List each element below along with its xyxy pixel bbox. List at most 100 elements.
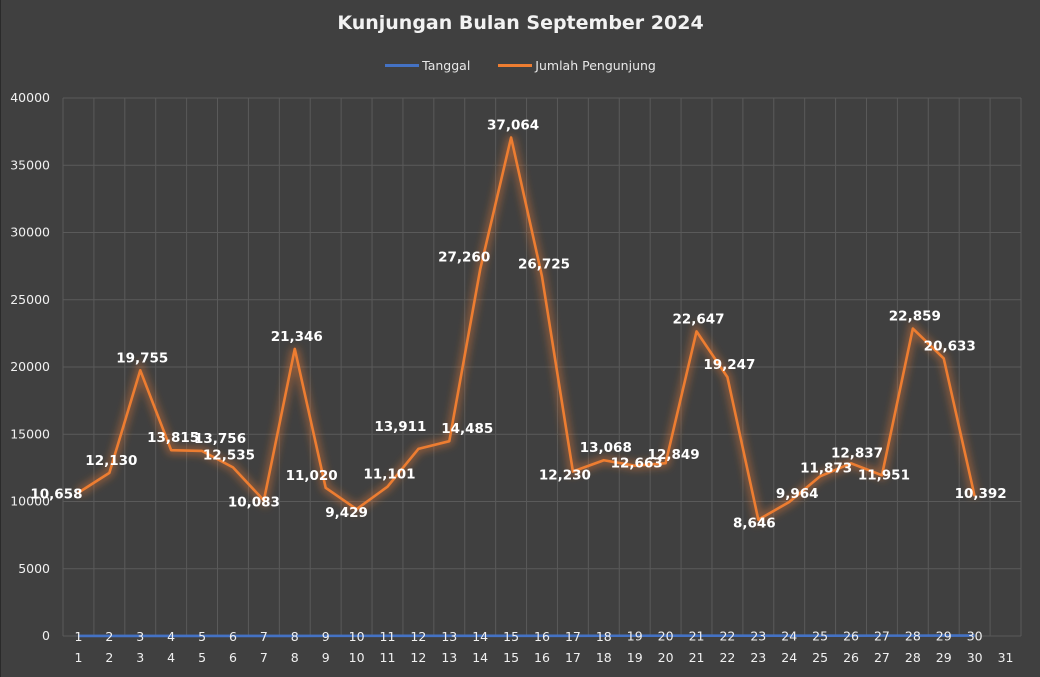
- x-tick-label: 1: [74, 650, 82, 665]
- data-label-pengunjung: 20,633: [924, 338, 976, 354]
- y-tick-label: 40000: [10, 90, 50, 105]
- x-tick-label: 8: [291, 650, 299, 665]
- x-tick-label: 28: [905, 650, 921, 665]
- data-label-pengunjung: 14,485: [441, 421, 493, 437]
- y-tick-label: 35000: [10, 157, 50, 172]
- data-label-pengunjung: 11,951: [858, 467, 910, 483]
- data-label-pengunjung: 22,859: [889, 309, 941, 325]
- data-label-tanggal: 16: [534, 629, 550, 644]
- y-tick-label: 5000: [18, 561, 50, 576]
- legend-item-tanggal[interactable]: Tanggal: [385, 58, 470, 73]
- data-label-pengunjung: 8,646: [733, 516, 776, 532]
- data-label-tanggal: 11: [380, 629, 396, 644]
- x-tick-label: 19: [627, 650, 643, 665]
- data-label-pengunjung: 13,911: [374, 419, 426, 435]
- series-lines: [76, 136, 979, 640]
- x-tick-label: 26: [843, 650, 859, 665]
- data-label-tanggal: 23: [750, 629, 766, 644]
- x-tick-label: 22: [719, 650, 735, 665]
- x-tick-label: 20: [658, 650, 674, 665]
- data-label-pengunjung: 19,755: [116, 350, 168, 366]
- x-tick-label: 31: [998, 650, 1014, 665]
- y-tick-label: 15000: [10, 426, 50, 441]
- data-label-tanggal: 8: [291, 629, 299, 644]
- data-label-tanggal: 3: [136, 629, 144, 644]
- data-label-tanggal: 29: [936, 629, 952, 644]
- data-label-tanggal: 19: [627, 629, 643, 644]
- x-tick-label: 30: [967, 650, 983, 665]
- data-label-tanggal: 1: [74, 629, 82, 644]
- data-label-pengunjung: 10,658: [30, 487, 82, 503]
- data-label-pengunjung: 11,873: [800, 460, 852, 476]
- y-tick-label: 10000: [10, 494, 50, 509]
- data-label-pengunjung: 10,392: [955, 486, 1007, 502]
- data-label-pengunjung: 19,247: [703, 357, 755, 373]
- data-label-pengunjung: 12,837: [831, 445, 883, 461]
- data-label-pengunjung: 12,130: [85, 453, 137, 469]
- data-labels: 1 2 3 4 5 6 7 8 9 10 11 12 13 14 15 16 17 18 19 20 21 22 23 24 2…: [30, 117, 1006, 643]
- x-tick-label: 10: [349, 650, 365, 665]
- data-label-tanggal: 28: [905, 629, 921, 644]
- data-label-pengunjung: 11,101: [363, 467, 415, 483]
- data-label-tanggal: 15: [503, 629, 519, 644]
- legend-item-jumlah-pengunjung[interactable]: Jumlah Pengunjung: [498, 58, 656, 73]
- y-tick-label: 30000: [10, 225, 50, 240]
- data-label-tanggal: 2: [105, 629, 113, 644]
- data-label-tanggal: 6: [229, 629, 237, 644]
- x-tick-label: 11: [380, 650, 396, 665]
- data-label-tanggal: 13: [441, 629, 457, 644]
- x-tick-label: 16: [534, 650, 550, 665]
- data-label-tanggal: 10: [349, 629, 365, 644]
- x-tick-label: 17: [565, 650, 581, 665]
- data-label-tanggal: 14: [472, 629, 488, 644]
- x-tick-label: 13: [441, 650, 457, 665]
- data-label-pengunjung: 9,964: [776, 486, 819, 502]
- x-tick-label: 14: [472, 650, 488, 665]
- data-label-pengunjung: 11,020: [286, 468, 338, 484]
- data-label-pengunjung: 22,647: [672, 311, 724, 327]
- y-tick-label: 0: [42, 628, 50, 643]
- data-label-tanggal: 24: [781, 629, 797, 644]
- x-tick-label: 7: [260, 650, 268, 665]
- data-label-pengunjung: 9,429: [325, 505, 368, 521]
- x-tick-label: 24: [781, 650, 797, 665]
- x-axis: 1 2 3 4 5 6 7 8 9 10 11 12 13 14 15 16 17 18 19 20 21 22 23 24 2…: [74, 650, 1013, 665]
- y-tick-label: 25000: [10, 292, 50, 307]
- data-label-pengunjung: 21,346: [271, 329, 323, 345]
- data-label-tanggal: 12: [410, 629, 426, 644]
- data-label-pengunjung: 13,815: [147, 430, 199, 446]
- data-label-pengunjung: 10,083: [228, 494, 280, 510]
- data-label-tanggal: 22: [719, 629, 735, 644]
- data-label-pengunjung: 26,725: [518, 257, 570, 273]
- legend-label: Jumlah Pengunjung: [535, 58, 656, 73]
- x-tick-label: 2: [105, 650, 113, 665]
- series-line-jumlah-pengunjung[interactable]: [77, 136, 976, 522]
- data-label-tanggal: 4: [167, 629, 175, 644]
- x-tick-label: 18: [596, 650, 612, 665]
- x-tick-label: 27: [874, 650, 890, 665]
- data-label-tanggal: 17: [565, 629, 581, 644]
- y-axis: 0 5000 10000 15000 20000 25000 30000 35000 40000: [10, 90, 50, 643]
- gridlines: [62, 97, 1022, 637]
- data-label-pengunjung: 27,260: [438, 249, 490, 265]
- x-tick-label: 5: [198, 650, 206, 665]
- data-label-tanggal: 9: [322, 629, 330, 644]
- data-label-pengunjung: 12,230: [539, 468, 591, 484]
- data-label-tanggal: 5: [198, 629, 206, 644]
- legend-label: Tanggal: [422, 58, 471, 73]
- x-tick-label: 23: [750, 650, 766, 665]
- x-tick-label: 15: [503, 650, 519, 665]
- x-tick-label: 29: [936, 650, 952, 665]
- data-label-tanggal: 7: [260, 629, 268, 644]
- data-label-pengunjung: 12,663: [611, 456, 663, 472]
- x-tick-label: 12: [410, 650, 426, 665]
- data-label-pengunjung: 12,535: [203, 447, 255, 463]
- data-label-pengunjung: 37,064: [487, 117, 539, 133]
- x-tick-label: 3: [136, 650, 144, 665]
- data-label-pengunjung: 13,756: [194, 431, 246, 447]
- data-label-tanggal: 26: [843, 629, 859, 644]
- legend-swatch-tanggal: [385, 64, 420, 67]
- x-tick-label: 21: [689, 650, 705, 665]
- legend: Tanggal Jumlah Pengunjung: [1, 58, 1040, 73]
